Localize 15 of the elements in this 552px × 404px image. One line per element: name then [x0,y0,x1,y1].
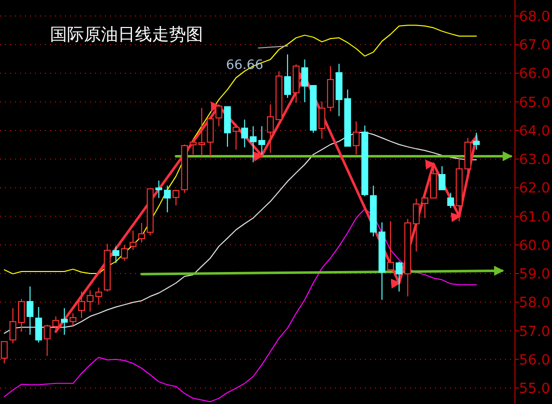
y-tick-label: 68.0 [519,9,550,26]
y-tick-label: 64.0 [519,123,550,140]
y-tick-label: 61.0 [519,209,550,226]
y-tick-label: 58.0 [519,295,550,312]
y-tick-label: 60.0 [519,238,550,254]
y-tick-label: 63.0 [519,152,550,168]
y-tick-label: 67.0 [519,38,550,54]
y-tick-label: 57.0 [519,324,550,340]
title: 国际原油日线走势图 [50,25,203,45]
y-tick-label: 62.0 [519,180,550,197]
y-tick-label: 59.0 [519,266,550,283]
y-tick-label: 56.0 [519,352,550,368]
y-tick-label: 55.0 [519,380,550,397]
y-tick-label: 65.0 [519,94,550,111]
y-tick-label: 66.0 [519,66,550,82]
